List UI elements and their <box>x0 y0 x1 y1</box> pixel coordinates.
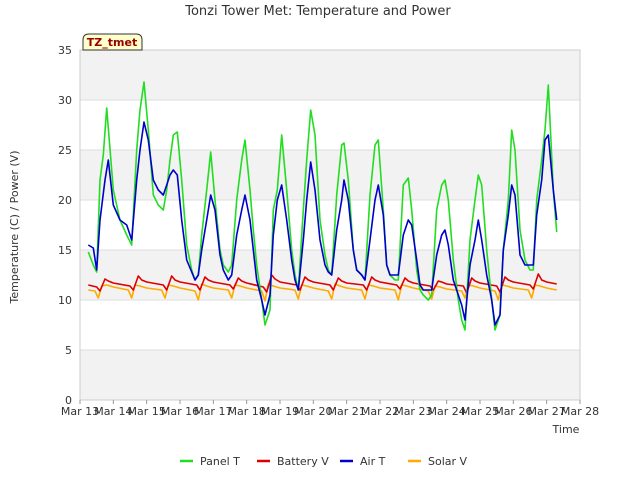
x-tick-label: Mar 22 <box>361 405 399 418</box>
series-layer <box>87 81 558 331</box>
x-tick-label: Mar 27 <box>528 405 566 418</box>
grid-band <box>80 250 580 300</box>
series-line-panel-t <box>87 81 558 331</box>
x-tick-label: Mar 28 <box>561 405 599 418</box>
y-tick-label: 35 <box>58 44 72 57</box>
station-badge: TZ_tmet <box>82 33 143 51</box>
grid-band <box>80 350 580 400</box>
x-tick-label: Mar 16 <box>161 405 199 418</box>
legend-label-air-t: Air T <box>360 455 386 468</box>
x-tick-label: Mar 14 <box>94 405 132 418</box>
series-line-air-t <box>87 121 558 326</box>
grid-bands <box>80 50 580 400</box>
series-line-solar-v <box>88 283 557 302</box>
x-axis-label: Time <box>552 423 580 436</box>
x-tick-label: Mar 25 <box>461 405 499 418</box>
legend-label-panel-t: Panel T <box>200 455 240 468</box>
x-tick-label: Mar 23 <box>394 405 432 418</box>
y-tick-label: 0 <box>65 394 72 407</box>
x-tick-label: Mar 17 <box>194 405 232 418</box>
x-tick-label: Mar 18 <box>228 405 266 418</box>
grid-band <box>80 150 580 200</box>
y-tick-label: 10 <box>58 294 72 307</box>
x-tick-label: Mar 15 <box>128 405 166 418</box>
badge-label: TZ_tmet <box>87 36 137 49</box>
series-line-battery-v <box>88 273 557 294</box>
x-tick-label: Mar 24 <box>428 405 466 418</box>
plot-frame <box>79 49 581 401</box>
y-tick-label: 20 <box>58 194 72 207</box>
y-tick-label: 15 <box>58 244 72 257</box>
x-tick-label: Mar 20 <box>294 405 332 418</box>
grid-band <box>80 50 580 100</box>
legend-label-battery-v: Battery V <box>277 455 329 468</box>
y-tick-label: 5 <box>65 344 72 357</box>
y-tick-labels: 0 5 10 15 20 25 30 35 <box>58 44 72 407</box>
chart-title: Tonzi Tower Met: Temperature and Power <box>184 4 451 19</box>
y-axis-label: Temperature (C) / Power (V) <box>8 150 21 304</box>
x-tick-label: Mar 19 <box>261 405 299 418</box>
badge-box <box>82 33 143 51</box>
legend: Panel T Battery V Air T Solar V <box>180 455 468 468</box>
y-tick-label: 25 <box>58 144 72 157</box>
legend-label-solar-v: Solar V <box>428 455 468 468</box>
x-tick-label: Mar 26 <box>494 405 532 418</box>
x-tick-label: Mar 13 <box>61 405 99 418</box>
x-tick-label: Mar 21 <box>328 405 366 418</box>
y-tick-label: 30 <box>58 94 72 107</box>
